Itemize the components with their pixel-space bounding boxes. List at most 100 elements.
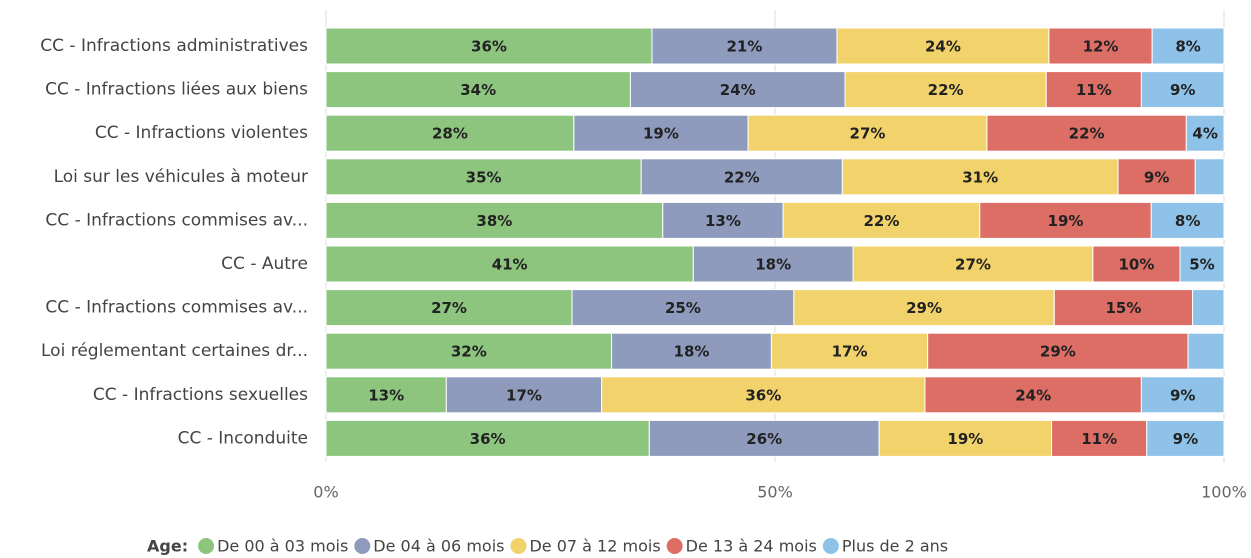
bar-segment <box>1146 419 1225 457</box>
bar-segment <box>325 158 642 196</box>
y-tick-label: CC - Infractions commises av... <box>45 210 308 230</box>
bar-segment <box>325 201 664 239</box>
bar-segment <box>325 419 650 457</box>
data-label: 29% <box>906 299 942 317</box>
bar-segment <box>629 71 846 109</box>
bar-segment <box>844 71 1047 109</box>
data-label: 17% <box>832 343 868 361</box>
bar-segment <box>1051 419 1148 457</box>
bar-segment <box>1140 71 1225 109</box>
data-label: 21% <box>727 38 763 56</box>
bar-segment <box>1192 289 1225 327</box>
bar-segment <box>979 201 1152 239</box>
bar-segment <box>1150 201 1225 239</box>
data-label: 8% <box>1175 38 1200 56</box>
data-label: 9% <box>1144 168 1169 186</box>
bar-segment <box>325 27 653 65</box>
legend-label: De 13 à 24 mois <box>686 537 817 556</box>
bar-segment <box>924 376 1142 414</box>
data-label: 27% <box>431 299 467 317</box>
data-label: 27% <box>850 125 886 143</box>
bar-segment <box>1048 27 1153 65</box>
bar-segment <box>325 114 575 152</box>
bar-segment <box>573 114 749 152</box>
data-label: 35% <box>466 168 502 186</box>
y-tick-label: CC - Infractions violentes <box>95 123 308 143</box>
data-label: 25% <box>665 299 701 317</box>
bar-segment <box>1179 245 1225 283</box>
data-label: 31% <box>962 168 998 186</box>
data-label: 17% <box>506 386 542 404</box>
bar-segment <box>782 201 981 239</box>
data-label: 24% <box>925 38 961 56</box>
data-label: 18% <box>674 343 710 361</box>
legend-label: De 00 à 03 mois <box>217 537 348 556</box>
y-tick-label: CC - Infractions liées aux biens <box>45 80 308 100</box>
data-label: 13% <box>368 386 404 404</box>
legend-marker <box>510 538 527 554</box>
bar-segment <box>1140 376 1225 414</box>
data-label: 22% <box>724 168 760 186</box>
data-label: 36% <box>745 386 781 404</box>
legend-marker <box>198 538 215 554</box>
data-label: 22% <box>863 212 899 230</box>
data-label: 9% <box>1170 386 1195 404</box>
legend-marker <box>666 538 683 554</box>
data-label: 4% <box>1192 125 1217 143</box>
bar-segment <box>692 245 854 283</box>
data-label: 8% <box>1175 212 1200 230</box>
bar-segment <box>836 27 1050 65</box>
data-label: 26% <box>746 430 782 448</box>
legend-marker <box>354 538 371 554</box>
bar-segment <box>1151 27 1225 65</box>
y-tick-label: Loi réglementant certaines dr... <box>41 341 308 361</box>
data-label: 22% <box>928 81 964 99</box>
data-label: 32% <box>451 343 487 361</box>
bar-segment <box>325 376 447 414</box>
legend-label: De 04 à 06 mois <box>373 537 504 556</box>
data-label: 38% <box>476 212 512 230</box>
data-label: 13% <box>705 212 741 230</box>
bar-segment <box>445 376 603 414</box>
bar-segment <box>662 201 784 239</box>
x-tick-label: 0% <box>313 483 338 502</box>
data-label: 19% <box>643 125 679 143</box>
data-label: 24% <box>1015 386 1051 404</box>
x-tick-label: 100% <box>1201 483 1247 502</box>
data-label: 18% <box>755 256 791 274</box>
data-label: 9% <box>1173 430 1198 448</box>
data-label: 41% <box>492 256 528 274</box>
data-label: 22% <box>1069 125 1105 143</box>
data-label: 9% <box>1170 81 1195 99</box>
y-tick-label: CC - Infractions administratives <box>40 36 308 56</box>
data-label: 12% <box>1083 38 1119 56</box>
data-label: 34% <box>460 81 496 99</box>
bar-segment <box>747 114 988 152</box>
bar-segment <box>325 71 631 109</box>
legend-marker <box>822 538 839 554</box>
data-label: 15% <box>1105 299 1141 317</box>
data-label: 36% <box>470 430 506 448</box>
bar-segment <box>878 419 1053 457</box>
data-label: 28% <box>432 125 468 143</box>
x-tick-label: 50% <box>757 483 793 502</box>
data-label: 29% <box>1040 343 1076 361</box>
data-label: 11% <box>1076 81 1112 99</box>
bar-segment <box>1187 332 1225 370</box>
bar-segment <box>927 332 1189 370</box>
data-label: 36% <box>471 38 507 56</box>
bar-segment <box>1053 289 1194 327</box>
y-tick-label: CC - Infractions commises av... <box>45 298 308 318</box>
y-tick-label: Loi sur les véhicules à moteur <box>54 167 308 187</box>
data-label: 19% <box>1048 212 1084 230</box>
y-tick-label: CC - Inconduite <box>178 428 308 448</box>
data-label: 19% <box>947 430 983 448</box>
bar-segment <box>325 245 694 283</box>
bar-segment <box>1185 114 1225 152</box>
data-label: 24% <box>720 81 756 99</box>
bar-segment <box>1117 158 1196 196</box>
bar-segment <box>1194 158 1225 196</box>
bar-segment <box>1045 71 1142 109</box>
bar-segment <box>640 158 843 196</box>
